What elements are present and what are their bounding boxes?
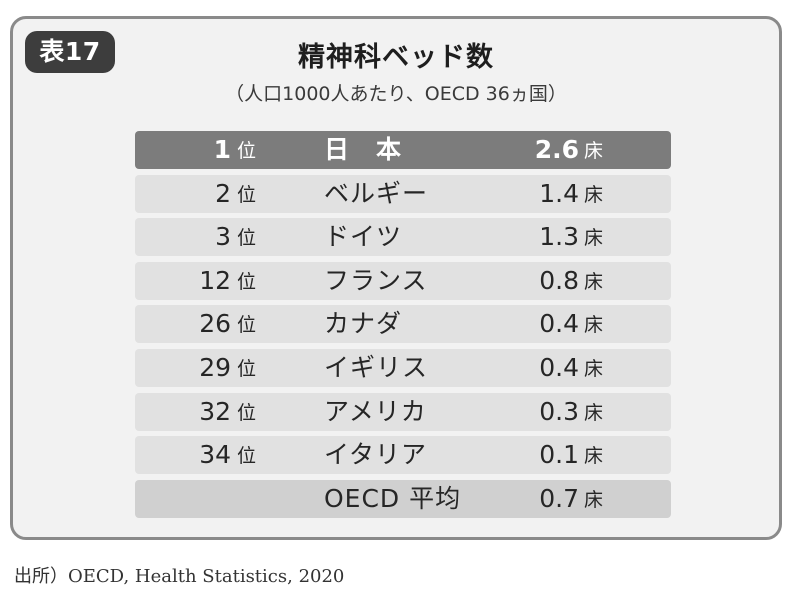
table-row: 12 位 フランス 0.8 床 (135, 261, 671, 300)
table-row: 29 位 イギリス 0.4 床 (135, 348, 671, 387)
ranking-table: 1 位 日 本 2.6 床 2 位 ベルギー 1.4 床 3 位 ドイツ 1.3… (135, 131, 671, 523)
average-bed-count: 0.7 (539, 483, 579, 513)
rank-unit: 位 (237, 314, 257, 337)
rank-unit: 位 (237, 227, 257, 250)
bed-unit: 床 (584, 357, 604, 380)
bed-unit: 床 (584, 140, 604, 162)
table-title: 精神科ベッド数 (298, 42, 494, 73)
bed-count: 0.4 (539, 309, 579, 339)
bed-unit: 床 (584, 488, 604, 511)
bed-unit: 床 (584, 314, 604, 337)
source-note: 出所）OECD, Health Statistics, 2020 (14, 566, 345, 587)
country-name: ベルギー (324, 178, 429, 208)
country-name: 日 本 (324, 135, 403, 164)
country-name: アメリカ (324, 396, 427, 426)
rank-unit: 位 (237, 140, 257, 162)
table-row: 1 位 日 本 2.6 床 (135, 131, 671, 169)
bed-unit: 床 (584, 401, 604, 424)
country-name: フランス (324, 265, 428, 295)
bed-count: 1.3 (539, 222, 579, 252)
bed-count: 0.1 (539, 440, 579, 470)
bed-count: 2.6 (534, 135, 579, 164)
rank-unit: 位 (237, 445, 257, 468)
rank-unit: 位 (237, 183, 257, 206)
table-row: 32 位 アメリカ 0.3 床 (135, 392, 671, 431)
table-row: 2 位 ベルギー 1.4 床 (135, 174, 671, 213)
bed-count: 0.8 (539, 265, 579, 295)
rank-number: 1 (213, 135, 231, 164)
bed-unit: 床 (584, 227, 604, 250)
rank-number: 29 (199, 352, 231, 382)
average-row: OECD 平均 0.7 床 (135, 479, 671, 518)
rank-number: 3 (215, 222, 231, 252)
bed-unit: 床 (584, 445, 604, 468)
table-subtitle: （人口1000人あたり、OECD 36ヵ国） (225, 83, 567, 105)
table-row: 26 位 カナダ 0.4 床 (135, 305, 671, 344)
rank-number: 26 (199, 309, 231, 339)
rank-number: 12 (199, 265, 231, 295)
rank-number: 32 (199, 396, 231, 426)
rank-unit: 位 (237, 357, 257, 380)
bed-unit: 床 (584, 183, 604, 206)
rank-number: 34 (199, 440, 231, 470)
rank-unit: 位 (237, 401, 257, 424)
rank-unit: 位 (237, 270, 257, 293)
bed-unit: 床 (584, 270, 604, 293)
table-card: 表17 精神科ベッド数 （人口1000人あたり、OECD 36ヵ国） 1 位 日… (10, 16, 782, 540)
rank-number: 2 (215, 178, 231, 208)
average-label: OECD 平均 (324, 483, 462, 513)
table-number-badge: 表17 (25, 31, 115, 73)
country-name: イギリス (324, 352, 429, 382)
bed-count: 0.3 (539, 396, 579, 426)
bed-count: 0.4 (539, 352, 579, 382)
country-name: ドイツ (324, 222, 403, 252)
country-name: イタリア (324, 440, 428, 470)
country-name: カナダ (324, 309, 403, 339)
table-row: 34 位 イタリア 0.1 床 (135, 436, 671, 475)
table-row: 3 位 ドイツ 1.3 床 (135, 218, 671, 257)
bed-count: 1.4 (539, 178, 579, 208)
